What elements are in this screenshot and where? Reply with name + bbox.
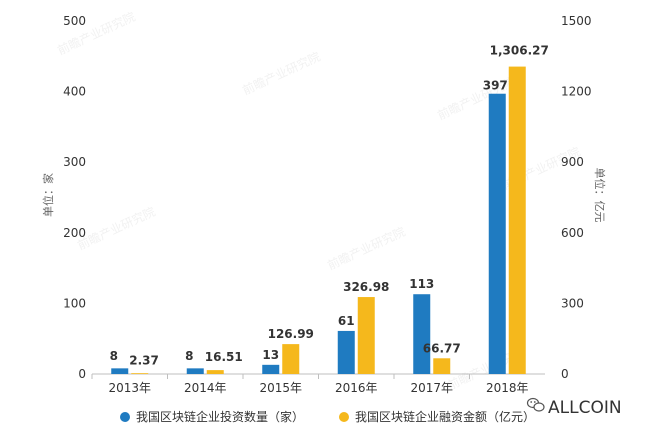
data-label-investment-count: 13 — [262, 348, 279, 362]
data-label-investment-count: 8 — [185, 349, 193, 363]
data-label-investment-count: 61 — [338, 314, 355, 328]
bar-investment-count — [186, 368, 204, 374]
data-label-funding-amount: 126.99 — [268, 327, 314, 341]
bar-funding-amount — [357, 297, 375, 374]
y-tick-left: 0 — [78, 367, 86, 381]
watermark-text: 前瞻产业研究院 — [325, 224, 407, 273]
y-tick-left: 300 — [63, 155, 86, 169]
y-axis-title-left: 单位：家 — [41, 173, 55, 217]
brand-text: ALLCOIN — [548, 398, 622, 418]
axes-layer: 0 100 200 300 400 500 0 300 600 900 1200 1500 2013年 2… — [63, 14, 591, 395]
legend-marker — [120, 412, 130, 422]
bar-investment-count — [262, 364, 280, 374]
y-tick-right: 900 — [561, 155, 584, 169]
bar-investment-count — [488, 93, 506, 374]
data-label-funding-amount: 1,306.27 — [490, 44, 549, 58]
x-tick-label: 2014年 — [184, 381, 227, 395]
legend-marker — [339, 412, 349, 422]
bar-funding-amount — [508, 66, 526, 374]
bar-investment-count — [111, 368, 129, 374]
x-tick-label: 2016年 — [335, 381, 378, 395]
x-tick-label: 2017年 — [410, 381, 453, 395]
watermark-text: 前瞻产业研究院 — [240, 49, 322, 98]
data-label-investment-count: 113 — [409, 277, 434, 291]
bar-investment-count — [413, 294, 431, 374]
y-tick-left: 400 — [63, 85, 86, 99]
y-tick-right: 300 — [561, 296, 584, 310]
brand-watermark: ALLCOIN — [526, 397, 622, 418]
data-label-funding-amount: 16.51 — [205, 350, 243, 364]
data-label-investment-count: 8 — [110, 349, 118, 363]
y-tick-left: 200 — [63, 226, 86, 240]
legend-label: 我国区块链企业融资金额（亿元） — [355, 409, 535, 424]
x-tick-label: 2018年 — [486, 381, 529, 395]
bar-funding-amount — [433, 358, 451, 374]
legend: 我国区块链企业投资数量（家） 我国区块链企业融资金额（亿元） — [120, 409, 535, 424]
y-tick-right: 1200 — [561, 85, 592, 99]
data-label-funding-amount: 2.37 — [129, 353, 159, 367]
watermark-text: 前瞻产业研究院 — [75, 204, 157, 253]
y-tick-left: 500 — [63, 14, 86, 28]
y-axis-title-right: 单位：亿元 — [593, 168, 607, 223]
data-label-funding-amount: 326.98 — [343, 280, 389, 294]
bars-layer — [111, 66, 526, 374]
x-tick-label: 2013年 — [108, 381, 151, 395]
legend-label: 我国区块链企业投资数量（家） — [136, 409, 304, 424]
y-tick-left: 100 — [63, 296, 86, 310]
data-label-funding-amount: 66.77 — [423, 341, 461, 355]
labels-layer: 8 2.37 8 16.51 13 126.99 61 326.98 113 66.77 397 1,… — [110, 44, 549, 368]
y-tick-right: 0 — [561, 367, 569, 381]
bar-funding-amount — [131, 373, 149, 374]
bar-funding-amount — [206, 370, 224, 374]
x-tick-label: 2015年 — [259, 381, 302, 395]
bar-funding-amount — [282, 344, 300, 374]
wechat-icon — [526, 397, 545, 412]
y-tick-right: 600 — [561, 226, 584, 240]
y-tick-right: 1500 — [561, 14, 592, 28]
bar-investment-count — [337, 330, 355, 374]
data-label-investment-count: 397 — [483, 79, 508, 93]
